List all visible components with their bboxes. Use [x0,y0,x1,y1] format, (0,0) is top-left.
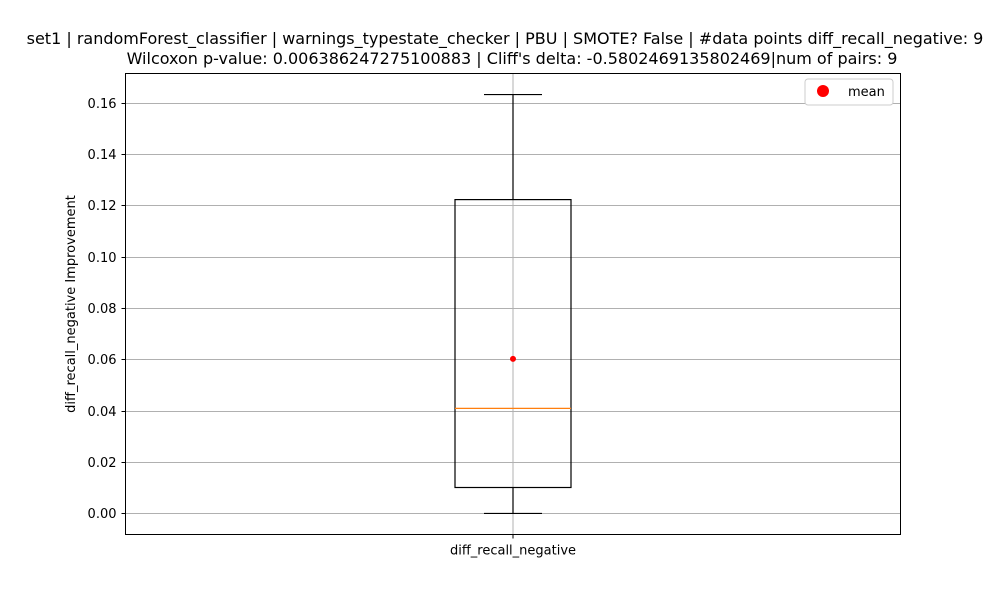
legend: mean [804,78,894,106]
y-tick-label: 0.16 [88,97,117,112]
chart-title-line-2: Wilcoxon p-value: 0.006386247275100883 |… [127,49,898,68]
y-tick-label: 0.10 [88,251,117,266]
legend-mean-label: mean [848,85,885,100]
y-tick-label: 0.14 [88,148,117,163]
box-plot [454,93,572,515]
y-tick-label: 0.00 [88,507,117,522]
interquartile-box [454,199,572,489]
y-axis-label: diff_recall_negative Improvement [64,195,79,413]
y-tick-label: 0.06 [88,353,117,368]
chart-title-line-1: set1 | randomForest_classifier | warning… [27,29,984,49]
mean-marker [510,355,516,362]
y-tick-label: 0.12 [88,199,117,214]
x-tick-label: diff_recall_negative [450,544,576,559]
legend-box [804,78,894,106]
legend-mean-marker [817,85,829,97]
y-axis-ticks: 0.00 0.02 0.04 0.06 0.08 0.10 0.12 0.14 0.16 [88,97,126,522]
x-axis-ticks: diff_recall_negative [450,534,576,559]
y-tick-label: 0.04 [88,405,117,420]
y-tick-label: 0.02 [88,456,117,471]
y-tick-label: 0.08 [88,302,117,317]
